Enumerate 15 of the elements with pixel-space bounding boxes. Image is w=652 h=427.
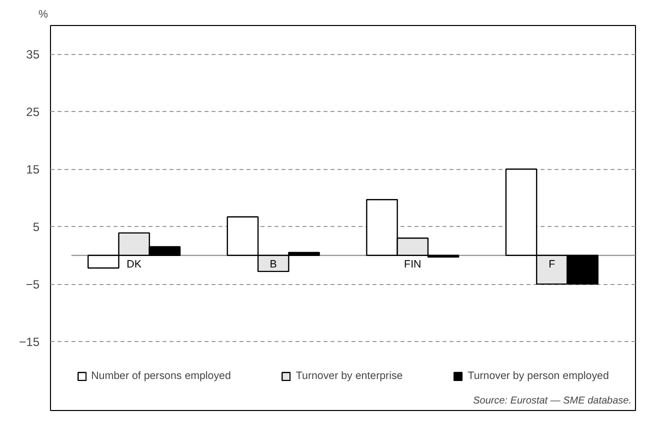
y-tick-label: 15 <box>26 162 40 177</box>
legend-label: Turnover by enterprise <box>296 370 403 382</box>
y-tick-label: 5 <box>32 220 40 234</box>
legend-label: Turnover by person employed <box>468 370 609 382</box>
y-tick-label: 25 <box>26 105 40 120</box>
x-tick-label: F <box>548 258 556 270</box>
y-tick-label: −15 <box>19 335 40 350</box>
y-axis-title: % <box>38 8 48 20</box>
x-tick-label: FIN <box>404 258 422 270</box>
y-tick-label: −5 <box>26 278 40 292</box>
annotation: Source: Eurostat — SME database. <box>473 396 632 406</box>
legend-label: Number of persons employed <box>91 370 231 382</box>
x-tick-label: DK <box>126 258 142 270</box>
y-tick-label: 35 <box>26 48 40 62</box>
x-tick-label: B <box>270 258 277 270</box>
